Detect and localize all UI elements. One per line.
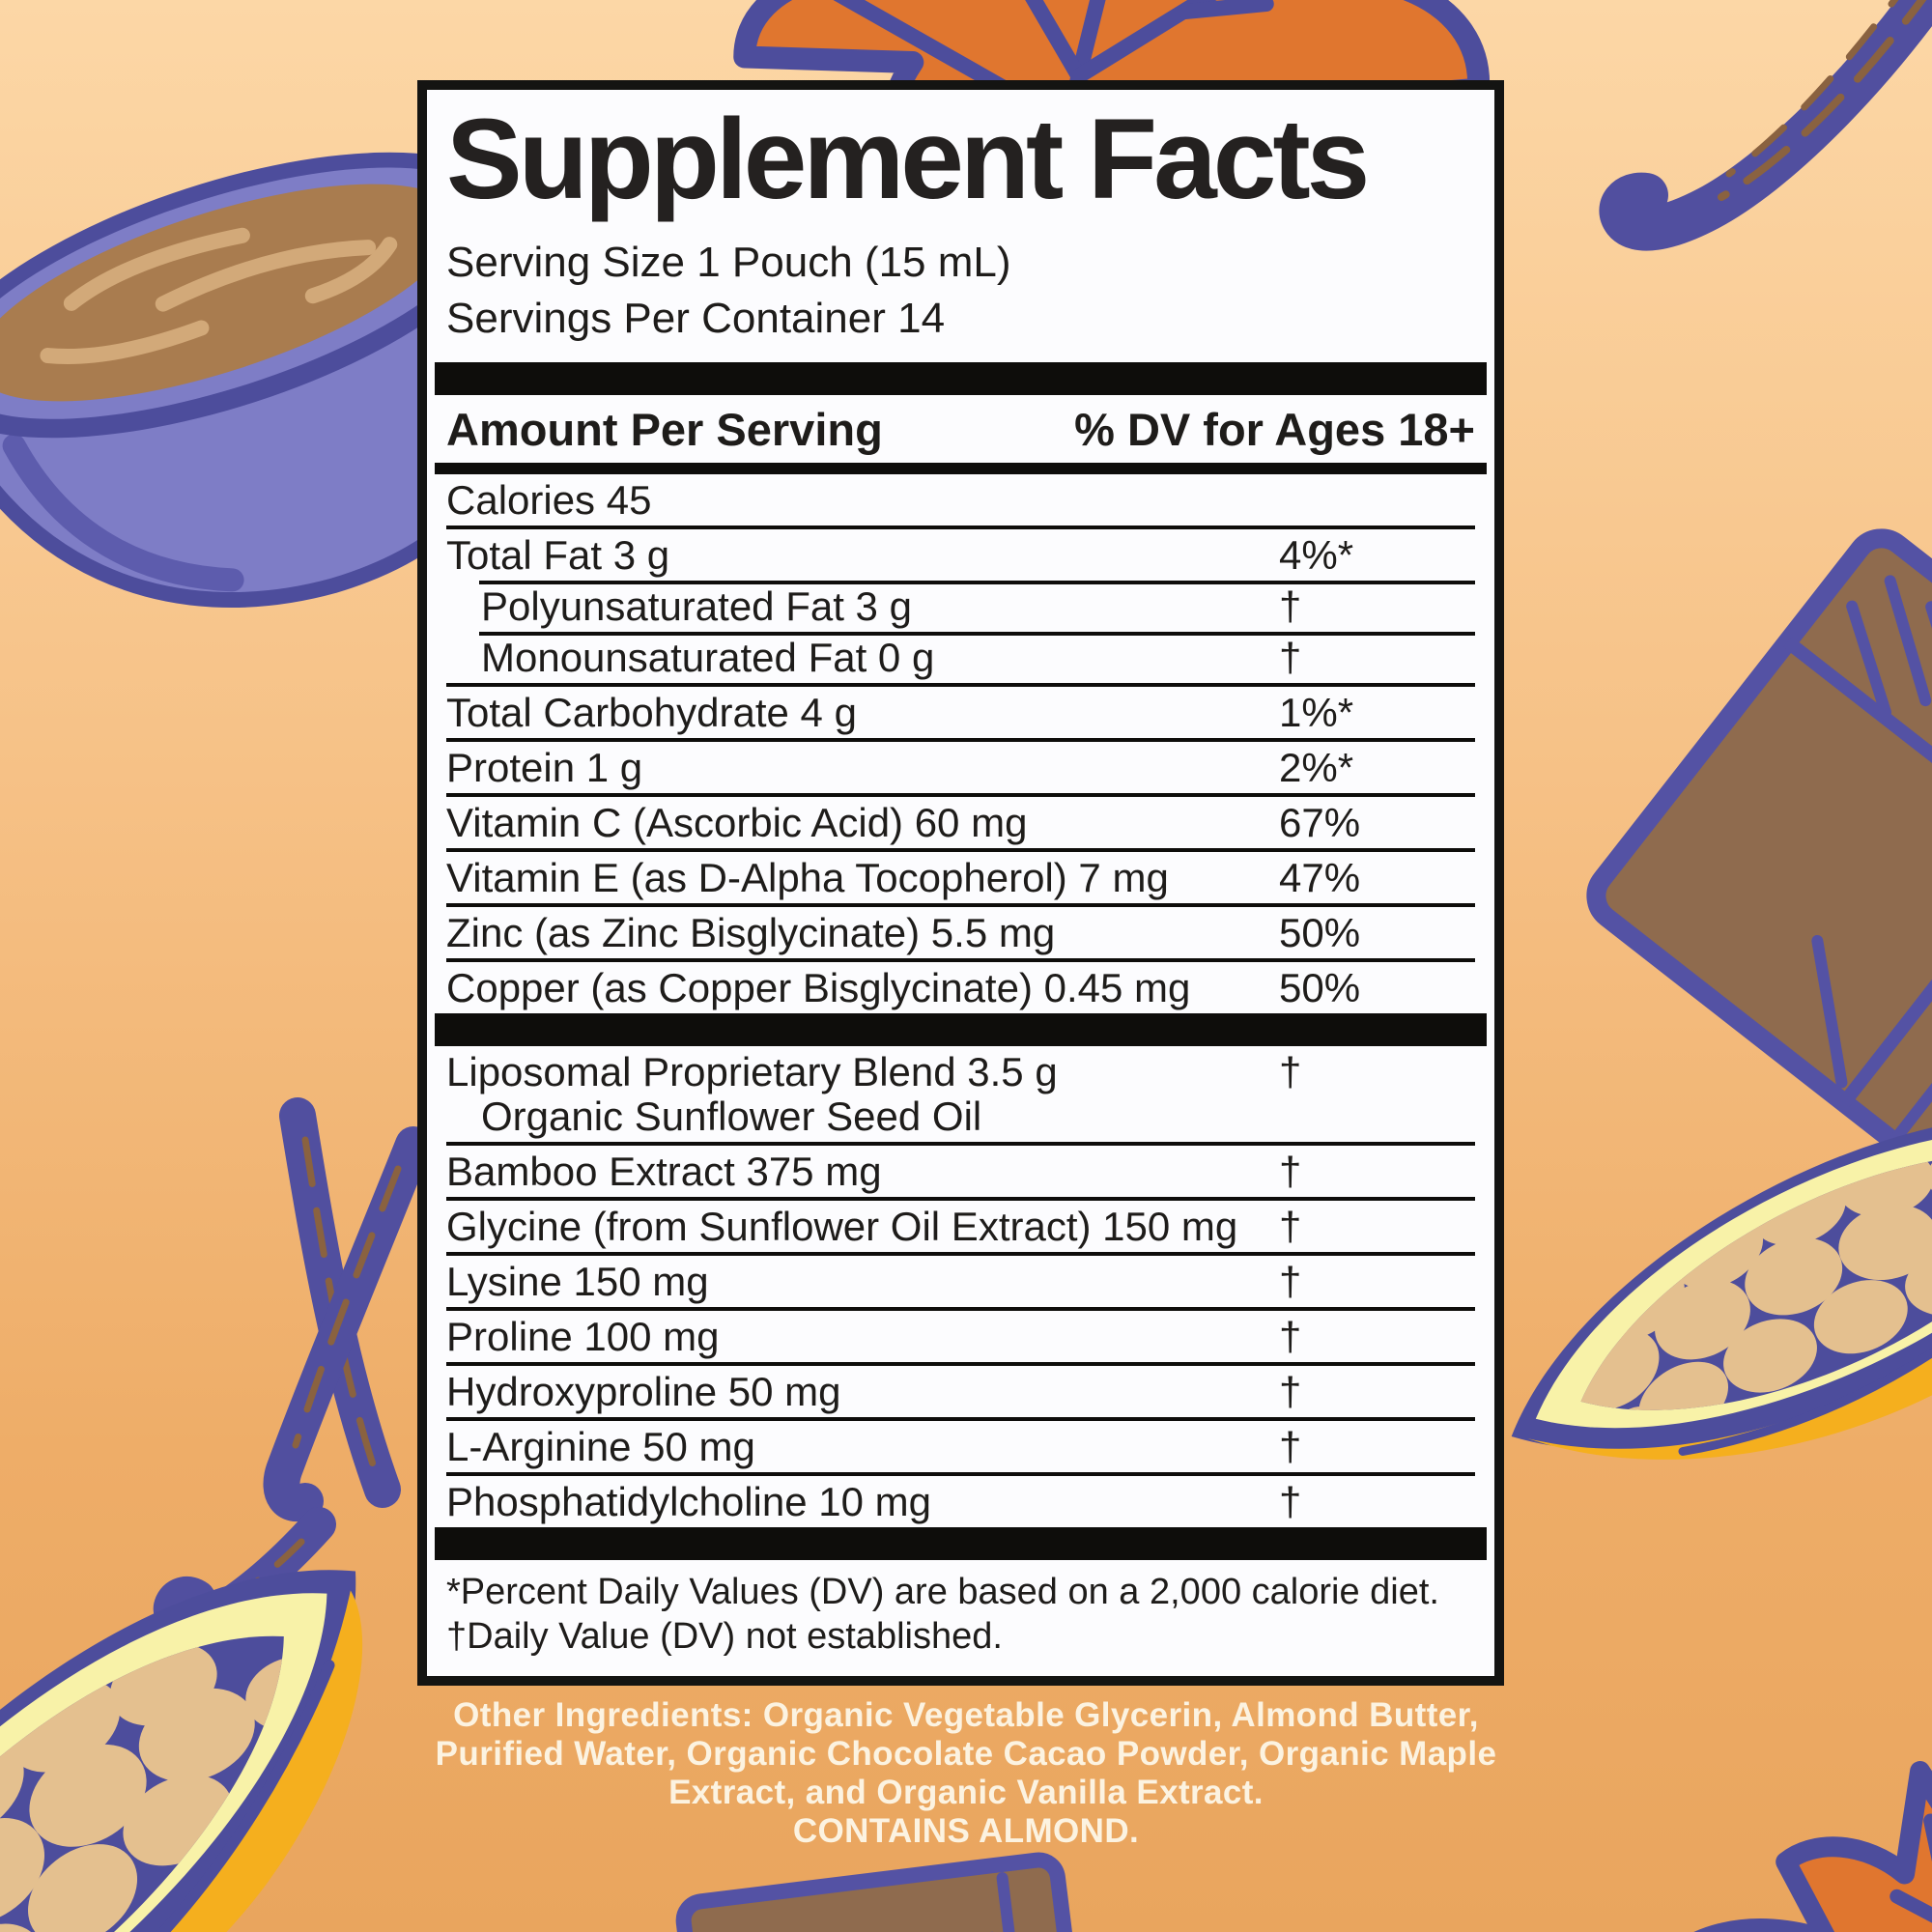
nutrient-label: Lysine 150 mg: [446, 1259, 709, 1305]
chocolate-piece-illustration: [1586, 528, 1932, 1191]
nutrient-label: Vitamin C (Ascorbic Acid) 60 mg: [446, 800, 1028, 846]
nutrient-row: Total Carbohydrate 4 g 1%*: [446, 683, 1475, 738]
nutrient-label: Total Fat 3 g: [446, 532, 670, 579]
nutrient-label: Liposomal Proprietary Blend 3.5 g: [446, 1049, 1058, 1095]
nutrient-label: Hydroxyproline 50 mg: [446, 1369, 841, 1415]
nutrient-label: Bamboo Extract 375 mg: [446, 1149, 882, 1195]
nutrient-row: Total Fat 3 g 4%*: [446, 526, 1475, 581]
nutrient-row: Phosphatidylcholine 10 mg †: [446, 1472, 1475, 1527]
dv-value: 50%: [1279, 965, 1361, 1011]
nutrient-label: Vitamin E (as D-Alpha Tocopherol) 7 mg: [446, 855, 1169, 901]
nutrient-row: Zinc (as Zinc Bisglycinate) 5.5 mg 50%: [446, 903, 1475, 958]
nutrient-row: Calories 45: [446, 474, 1475, 526]
nutrient-row: Vitamin C (Ascorbic Acid) 60 mg 67%: [446, 793, 1475, 848]
blend-ingredient: Organic Sunflower Seed Oil: [481, 1094, 982, 1140]
dv-value: 47%: [1279, 855, 1361, 901]
nutrient-row: Lysine 150 mg †: [446, 1252, 1475, 1307]
nutrient-row: Copper (as Copper Bisglycinate) 0.45 mg …: [446, 958, 1475, 1013]
nutrient-label: Phosphatidylcholine 10 mg: [446, 1479, 931, 1525]
dv-value: †: [1279, 1369, 1302, 1415]
nutrient-label: Polyunsaturated Fat 3 g: [481, 583, 912, 630]
servings-per-container: Servings Per Container 14: [446, 295, 946, 343]
vanilla-bean-illustration: [1599, 0, 1932, 251]
nutrient-label: Proline 100 mg: [446, 1314, 720, 1360]
chocolate-piece-illustration: [675, 1852, 1093, 1932]
nutrient-row: L-Arginine 50 mg †: [446, 1417, 1475, 1472]
nutrient-row: Liposomal Proprietary Blend 3.5 g † Orga…: [446, 1046, 1475, 1142]
dv-value: 50%: [1279, 910, 1361, 956]
nutrient-label: Calories 45: [446, 477, 652, 524]
blend-section: Liposomal Proprietary Blend 3.5 g † Orga…: [446, 1046, 1475, 1527]
nutrient-label: L-Arginine 50 mg: [446, 1424, 755, 1470]
divider-bar-thin: [435, 463, 1487, 475]
dv-value: †: [1279, 1149, 1302, 1195]
column-header-dv: % DV for Ages 18+: [1074, 404, 1475, 456]
nutrient-label: Total Carbohydrate 4 g: [446, 690, 857, 736]
column-header-amount: Amount Per Serving: [446, 404, 883, 456]
supplement-facts-panel: Supplement Facts Serving Size 1 Pouch (1…: [417, 80, 1504, 1686]
dv-value: 1%*: [1279, 690, 1354, 736]
other-ingredients: Other Ingredients: Organic Vegetable Gly…: [0, 1696, 1932, 1851]
dv-value: †: [1279, 635, 1302, 681]
divider-bar-thick: [435, 1527, 1487, 1561]
footnote-dv: *Percent Daily Values (DV) are based on …: [446, 1572, 1439, 1613]
nutrient-row: Vitamin E (as D-Alpha Tocopherol) 7 mg 4…: [446, 848, 1475, 903]
dv-value: †: [1279, 1259, 1302, 1305]
nutrient-row: Protein 1 g 2%*: [446, 738, 1475, 793]
nutrient-row: Bamboo Extract 375 mg †: [446, 1142, 1475, 1197]
nutrient-row: Hydroxyproline 50 mg †: [446, 1362, 1475, 1417]
nutrient-label: Copper (as Copper Bisglycinate) 0.45 mg: [446, 965, 1191, 1011]
divider-bar-thick: [435, 362, 1487, 396]
nutrients-section: Calories 45 Total Fat 3 g 4%* Polyunsatu…: [446, 474, 1475, 1013]
table-header: Amount Per Serving % DV for Ages 18+: [446, 395, 1475, 463]
other-ingredients-line: Purified Water, Organic Chocolate Cacao …: [435, 1735, 1497, 1773]
nutrient-row: Glycine (from Sunflower Oil Extract) 150…: [446, 1197, 1475, 1252]
dv-value: †: [1279, 1479, 1302, 1525]
divider-bar-thick: [435, 1013, 1487, 1047]
nutrient-row: Monounsaturated Fat 0 g †: [446, 632, 1475, 683]
dv-value: †: [1279, 1424, 1302, 1470]
nutrient-row: Polyunsaturated Fat 3 g †: [446, 581, 1475, 632]
dv-value: †: [1279, 1049, 1302, 1095]
nutrient-label: Protein 1 g: [446, 745, 643, 791]
dv-value: 2%*: [1279, 745, 1354, 791]
other-ingredients-line: Extract, and Organic Vanilla Extract.: [668, 1774, 1264, 1811]
dv-value: 4%*: [1279, 532, 1354, 579]
nutrient-label: Zinc (as Zinc Bisglycinate) 5.5 mg: [446, 910, 1056, 956]
dv-value: †: [1279, 1314, 1302, 1360]
nutrient-label: Monounsaturated Fat 0 g: [481, 635, 935, 681]
footnotes: *Percent Daily Values (DV) are based on …: [446, 1560, 1475, 1659]
other-ingredients-line: Other Ingredients: Organic Vegetable Gly…: [453, 1696, 1479, 1734]
serving-size: Serving Size 1 Pouch (15 mL): [446, 239, 1011, 287]
footnote-dagger: †Daily Value (DV) not established.: [446, 1616, 1003, 1658]
dv-value: 67%: [1279, 800, 1361, 846]
contains-allergen-line: CONTAINS ALMOND.: [792, 1812, 1140, 1850]
dv-value: †: [1279, 583, 1302, 630]
nutrient-label: Glycine (from Sunflower Oil Extract) 150…: [446, 1204, 1238, 1250]
dv-value: †: [1279, 1204, 1302, 1250]
page-title: Supplement Facts: [446, 96, 1370, 223]
vanilla-bean-illustration: [263, 1097, 432, 1521]
nutrient-row: Proline 100 mg †: [446, 1307, 1475, 1362]
